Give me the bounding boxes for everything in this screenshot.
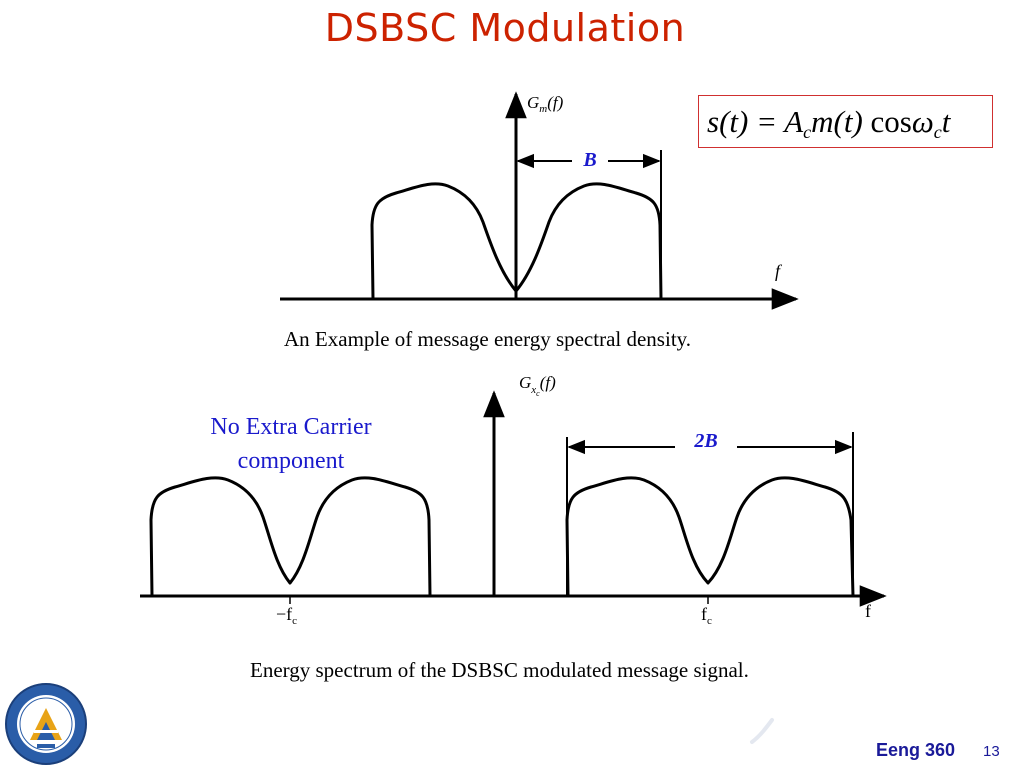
bottom-figure-caption: Energy spectrum of the DSBSC modulated m… [250, 658, 749, 682]
modulation-formula: s(t) = Acm(t) cosωct [698, 95, 993, 148]
bottom-spectrum-figure: 2B Gxc(f) f −fc fc [140, 373, 887, 627]
formula-omega: ω [911, 104, 934, 139]
university-seal-logo [5, 683, 87, 765]
formula-message: m(t) [811, 104, 863, 139]
footer-swoosh [750, 718, 774, 744]
pos-fc-label: fc [701, 604, 712, 627]
bottom-negative-band-curve [149, 476, 432, 597]
formula-lhs: s(t) = [707, 104, 777, 139]
formula-amplitude-sub: c [803, 122, 812, 142]
slide-title: DSBSC Modulation [324, 6, 686, 50]
bottom-bandwidth-label: 2B [693, 430, 717, 452]
top-bandwidth-label: B [582, 149, 596, 171]
formula-var: t [941, 104, 951, 139]
formula-amplitude: A [784, 104, 804, 139]
top-x-axis-label: f [775, 261, 783, 281]
no-carrier-note-line-2: component [237, 448, 345, 474]
no-carrier-note-line-1: No Extra Carrier [210, 414, 372, 440]
top-spectrum-figure: B Gm(f) f [280, 91, 799, 310]
top-spectrum-curve [370, 182, 663, 300]
formula-cos: cos [870, 104, 912, 139]
bottom-y-axis-label: Gxc(f) [519, 373, 556, 398]
bottom-x-axis-label: f [865, 601, 871, 621]
top-y-axis-label: Gm(f) [527, 93, 564, 115]
top-figure-caption: An Example of message energy spectral de… [284, 327, 692, 351]
bottom-positive-band-curve [565, 476, 855, 597]
formula-omega-sub: c [933, 122, 942, 142]
neg-fc-label: −fc [276, 604, 297, 627]
course-label: Eeng 360 [876, 740, 956, 760]
no-carrier-note: No Extra Carrier component [186, 410, 396, 478]
page-number: 13 [983, 743, 1000, 760]
